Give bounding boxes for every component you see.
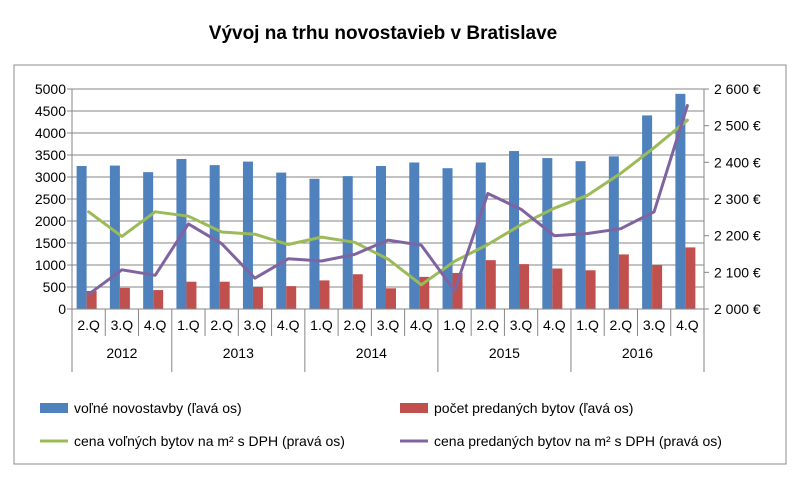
bar-pocet-predanych [252, 287, 263, 309]
category-label: 4.Q [277, 317, 300, 333]
legend-swatch [400, 403, 428, 413]
left-tick-label: 0 [58, 301, 66, 317]
plot-border [13, 64, 787, 465]
bar-pocet-predanych [319, 280, 330, 309]
left-tick-label: 4000 [35, 125, 66, 141]
category-label: 1.Q [310, 317, 333, 333]
bar-volne-novostavby [109, 165, 120, 309]
category-label: 4.Q [543, 317, 566, 333]
bar-volne-novostavby [542, 158, 553, 309]
category-label: 3.Q [111, 317, 134, 333]
bar-pocet-predanych [286, 286, 297, 309]
legend-swatch [40, 403, 68, 413]
line-cena-volnych [87, 118, 689, 287]
bar-pocet-predanych [386, 288, 396, 309]
bar-volne-novostavby [675, 93, 686, 309]
left-tick-label: 2500 [35, 191, 66, 207]
category-label: 4.Q [144, 317, 167, 333]
bar-pocet-predanych [352, 274, 363, 309]
bar-volne-novostavby [242, 161, 253, 309]
bar-pocet-predanych [652, 265, 663, 309]
left-tick-label: 3500 [35, 147, 66, 163]
year-label: 2013 [223, 345, 254, 361]
category-label: 4.Q [676, 317, 699, 333]
category-label: 2.Q [477, 317, 500, 333]
bar-volne-novostavby [442, 168, 453, 309]
left-tick-label: 5000 [35, 81, 66, 97]
right-tick-label: 2 400 € [714, 154, 761, 170]
left-tick-label: 4500 [35, 103, 66, 119]
legend-label: cena voľných bytov na m² s DPH (pravá os… [74, 433, 345, 449]
bar-pocet-predanych [618, 254, 629, 309]
bar-volne-novostavby [475, 162, 486, 309]
chart-title: Vývoj na trhu novostavieb v Bratislave [209, 23, 557, 44]
left-tick-label: 1000 [35, 257, 66, 273]
bar-pocet-predanych [86, 290, 97, 309]
bar-volne-novostavby [642, 115, 653, 310]
right-tick-label: 2 600 € [714, 81, 761, 97]
bar-pocet-predanych [485, 260, 496, 309]
left-tick-label: 500 [43, 279, 67, 295]
right-tick-label: 2 200 € [714, 228, 761, 244]
category-label: 1.Q [576, 317, 599, 333]
year-label: 2014 [356, 345, 387, 361]
bar-pocet-predanych [552, 268, 563, 309]
bar-pocet-predanych [585, 270, 596, 309]
legend-label: voľné novostavby (ľavá os) [74, 400, 242, 416]
bar-pocet-predanych [153, 290, 164, 309]
category-label: 4.Q [410, 317, 433, 333]
category-label: 1.Q [177, 317, 200, 333]
category-label: 2.Q [210, 317, 233, 333]
left-tick-label: 3000 [35, 169, 66, 185]
bar-pocet-predanych [419, 276, 430, 309]
bar-volne-novostavby [209, 165, 220, 309]
right-tick-label: 2 000 € [714, 301, 761, 317]
right-tick-label: 2 300 € [714, 191, 761, 207]
category-label: 3.Q [643, 317, 666, 333]
year-label: 2015 [489, 345, 520, 361]
bar-pocet-predanych [519, 264, 530, 309]
bar-pocet-predanych [219, 281, 230, 309]
category-label: 3.Q [244, 317, 267, 333]
bar-volne-novostavby [376, 166, 386, 309]
bar-volne-novostavby [608, 156, 619, 309]
bar-volne-novostavby [409, 162, 420, 309]
bar-volne-novostavby [309, 178, 320, 309]
right-tick-label: 2 500 € [714, 118, 761, 134]
bar-pocet-predanych [119, 287, 130, 309]
left-tick-label: 2000 [35, 213, 66, 229]
legend-label: cena predaných bytov na m² s DPH (pravá … [434, 433, 722, 449]
category-label: 2.Q [610, 317, 633, 333]
legend-label: počet predaných bytov (ľavá os) [434, 400, 633, 416]
category-label: 1.Q [443, 317, 466, 333]
bar-pocet-predanych [452, 272, 463, 309]
bar-volne-novostavby [143, 172, 154, 309]
bar-pocet-predanych [685, 247, 696, 309]
line-cena-predanych [87, 104, 689, 296]
category-label: 2.Q [77, 317, 100, 333]
left-tick-label: 1500 [35, 235, 66, 251]
bar-volne-novostavby [76, 166, 87, 309]
category-label: 3.Q [510, 317, 533, 333]
year-label: 2016 [622, 345, 653, 361]
right-tick-label: 2 100 € [714, 264, 761, 280]
year-label: 2012 [106, 345, 137, 361]
category-label: 2.Q [343, 317, 366, 333]
category-label: 3.Q [377, 317, 400, 333]
bar-pocet-predanych [186, 281, 197, 309]
